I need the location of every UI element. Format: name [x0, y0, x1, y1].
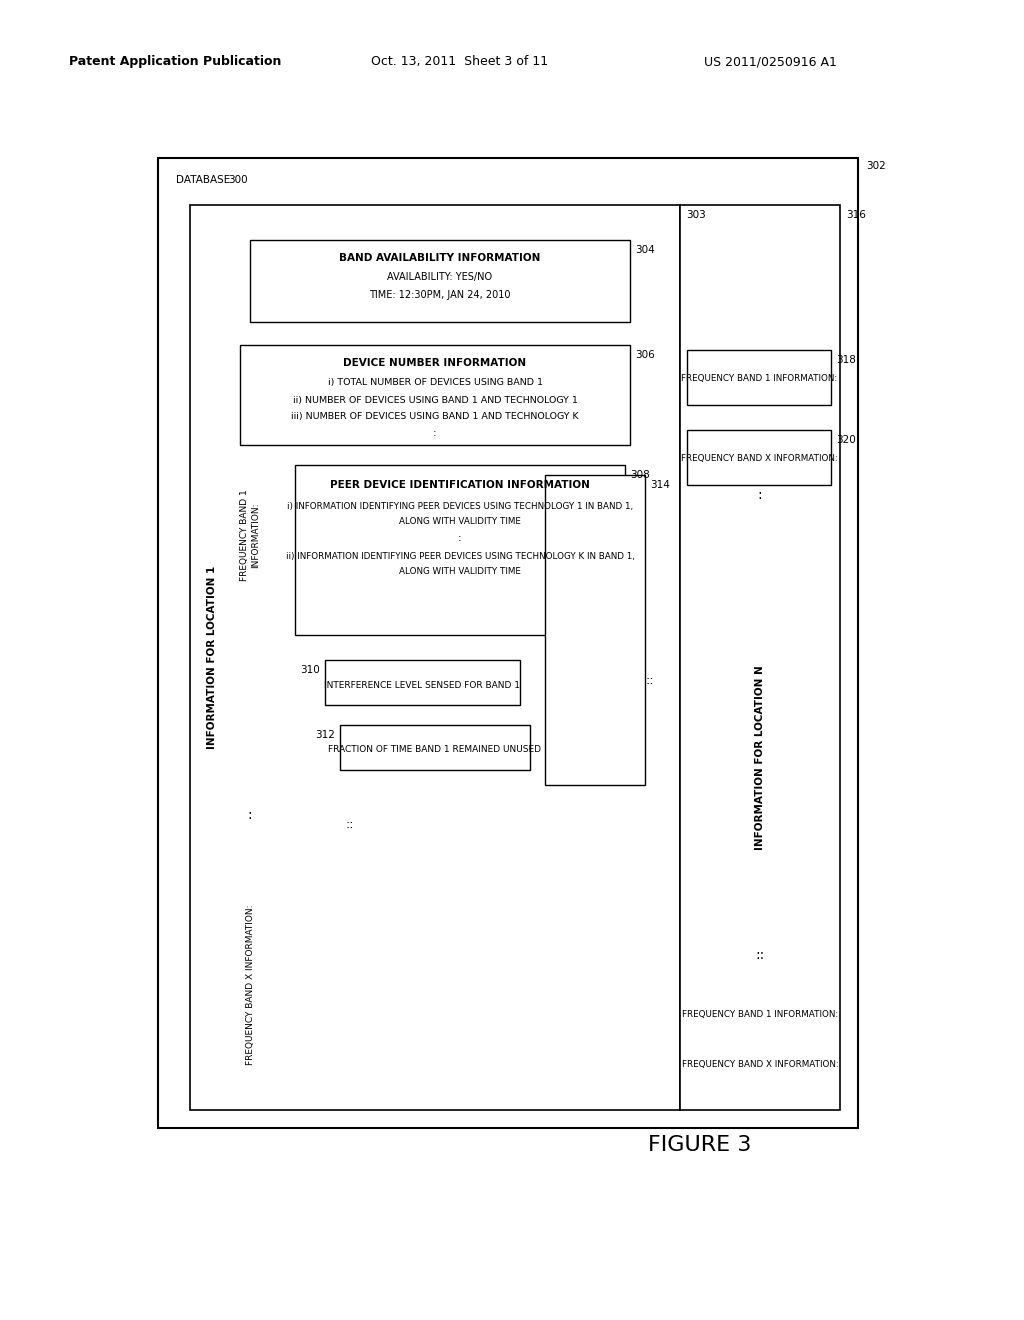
Text: 303: 303 [686, 210, 706, 220]
Text: iii) NUMBER OF DEVICES USING BAND 1 AND TECHNOLOGY K: iii) NUMBER OF DEVICES USING BAND 1 AND … [291, 412, 579, 421]
Text: FREQUENCY BAND X INFORMATION:: FREQUENCY BAND X INFORMATION: [246, 904, 255, 1065]
Text: Oct. 13, 2011  Sheet 3 of 11: Oct. 13, 2011 Sheet 3 of 11 [372, 55, 549, 69]
Text: :: : [248, 808, 252, 822]
Text: INFORMATION FOR LOCATION N: INFORMATION FOR LOCATION N [755, 665, 765, 850]
Text: AVAILABILITY: YES/NO: AVAILABILITY: YES/NO [387, 272, 493, 282]
Text: ALONG WITH VALIDITY TIME: ALONG WITH VALIDITY TIME [399, 568, 521, 577]
Text: FREQUENCY BAND X INFORMATION:: FREQUENCY BAND X INFORMATION: [681, 454, 838, 462]
Text: INTERFERENCE LEVEL SENSED FOR BAND 1: INTERFERENCE LEVEL SENSED FOR BAND 1 [325, 681, 520, 689]
Bar [687, 430, 831, 484]
Text: ::: :: [346, 818, 354, 832]
Bar [680, 205, 840, 1110]
Bar [190, 205, 680, 1110]
Text: :: : [433, 428, 437, 438]
Text: 308: 308 [630, 470, 650, 480]
Bar [687, 350, 831, 405]
Text: FIGURE 3: FIGURE 3 [648, 1135, 752, 1155]
Text: DEVICE NUMBER INFORMATION: DEVICE NUMBER INFORMATION [343, 358, 526, 368]
Bar [340, 725, 530, 770]
Text: BAND AVAILABILITY INFORMATION: BAND AVAILABILITY INFORMATION [339, 253, 541, 263]
Text: ALONG WITH VALIDITY TIME: ALONG WITH VALIDITY TIME [399, 517, 521, 527]
Text: 312: 312 [315, 730, 335, 741]
Text: FREQUENCY BAND 1
INFORMATION:: FREQUENCY BAND 1 INFORMATION: [241, 490, 260, 581]
Text: 318: 318 [836, 355, 856, 366]
Bar [240, 345, 630, 445]
Text: DATABASE: DATABASE [176, 176, 230, 185]
Text: 302: 302 [866, 161, 886, 172]
Text: INFORMATION FOR LOCATION 1: INFORMATION FOR LOCATION 1 [207, 566, 217, 750]
Text: FRACTION OF TIME BAND 1 REMAINED UNUSED: FRACTION OF TIME BAND 1 REMAINED UNUSED [329, 746, 542, 755]
Bar [545, 475, 645, 785]
Text: FREQUENCY BAND 1 INFORMATION:: FREQUENCY BAND 1 INFORMATION: [682, 1011, 838, 1019]
Text: FREQUENCY BAND 1 INFORMATION:: FREQUENCY BAND 1 INFORMATION: [681, 374, 838, 383]
Bar [295, 465, 625, 635]
Bar [158, 158, 858, 1129]
Text: 320: 320 [836, 436, 856, 445]
Text: ii) NUMBER OF DEVICES USING BAND 1 AND TECHNOLOGY 1: ii) NUMBER OF DEVICES USING BAND 1 AND T… [293, 396, 578, 404]
Text: :: : [758, 488, 762, 502]
Text: TIME: 12:30PM, JAN 24, 2010: TIME: 12:30PM, JAN 24, 2010 [370, 290, 511, 300]
Text: i) TOTAL NUMBER OF DEVICES USING BAND 1: i) TOTAL NUMBER OF DEVICES USING BAND 1 [328, 379, 543, 388]
Text: US 2011/0250916 A1: US 2011/0250916 A1 [703, 55, 837, 69]
Text: 304: 304 [635, 246, 654, 255]
Text: FREQUENCY BAND X INFORMATION:: FREQUENCY BAND X INFORMATION: [682, 1060, 839, 1069]
Text: 314: 314 [650, 480, 670, 490]
Text: 300: 300 [228, 176, 248, 185]
Bar [250, 240, 630, 322]
Text: ::: :: [756, 948, 765, 962]
Text: ::: :: [646, 673, 654, 686]
Bar [325, 660, 520, 705]
Text: :: : [458, 533, 462, 543]
Text: ii) INFORMATION IDENTIFYING PEER DEVICES USING TECHNOLOGY K IN BAND 1,: ii) INFORMATION IDENTIFYING PEER DEVICES… [286, 553, 635, 561]
Text: PEER DEVICE IDENTIFICATION INFORMATION: PEER DEVICE IDENTIFICATION INFORMATION [330, 480, 590, 490]
Text: Patent Application Publication: Patent Application Publication [69, 55, 282, 69]
Text: 316: 316 [846, 210, 866, 220]
Text: 306: 306 [635, 350, 654, 360]
Text: 310: 310 [300, 665, 319, 675]
Text: i) INFORMATION IDENTIFYING PEER DEVICES USING TECHNOLOGY 1 IN BAND 1,: i) INFORMATION IDENTIFYING PEER DEVICES … [287, 503, 633, 511]
